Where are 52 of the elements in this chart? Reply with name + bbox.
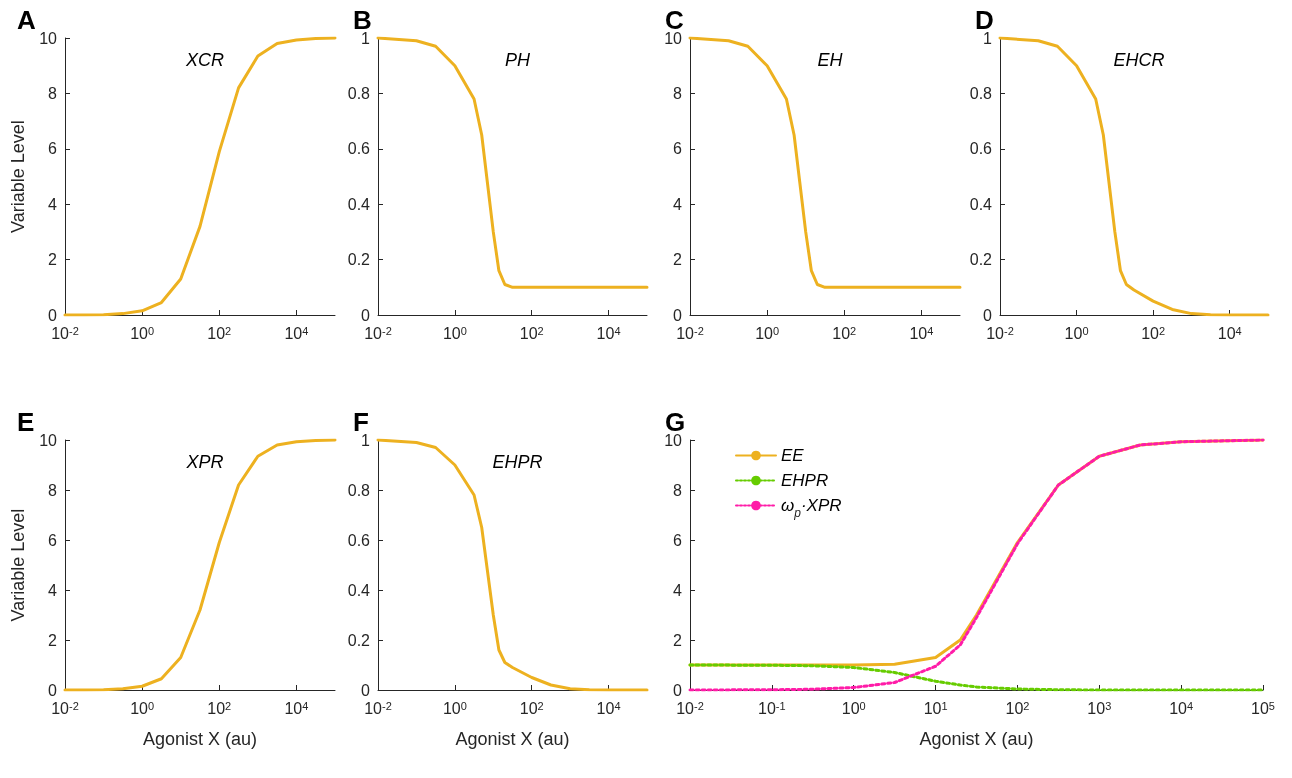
- y-tick-label: 8: [673, 84, 683, 102]
- y-tick-label: 8: [48, 84, 58, 102]
- y-tick-label: 0.8: [347, 481, 371, 499]
- y-tick-label: 0.8: [347, 84, 371, 102]
- y-tick-label: 4: [673, 581, 683, 599]
- x-axis-title: Agonist X (au): [455, 729, 570, 749]
- y-tick-label: 0: [48, 681, 58, 699]
- y-tick-label: 0: [983, 306, 993, 324]
- text: XCR: [184, 50, 225, 70]
- y-tick-label: 0.8: [969, 84, 993, 102]
- y-tick-label: 2: [673, 251, 683, 269]
- y-tick-label: 4: [48, 195, 58, 213]
- y-tick-label: 10: [39, 29, 58, 47]
- y-tick-label: 0: [673, 681, 683, 699]
- y-tick-label: 0.6: [347, 140, 371, 158]
- text: EHPR: [492, 452, 543, 472]
- y-tick-label: 2: [48, 631, 58, 649]
- chart-title: E: [17, 407, 35, 437]
- legend-label: EE: [781, 446, 805, 465]
- y-tick-label: 0: [48, 306, 58, 324]
- y-tick-label: 6: [48, 531, 58, 549]
- y-tick-label: 4: [48, 581, 58, 599]
- y-tick-label: 0.6: [347, 531, 371, 549]
- text: EH: [817, 50, 844, 70]
- y-tick-label: 6: [673, 531, 683, 549]
- y-tick-label: 0: [361, 306, 371, 324]
- y-tick-label: 2: [48, 251, 58, 269]
- x-axis-title: Agonist X (au): [142, 729, 258, 749]
- y-tick-label: 4: [673, 195, 683, 213]
- y-tick-label: 6: [673, 140, 683, 158]
- text: EHCR: [1113, 50, 1165, 70]
- y-tick-label: 0.4: [347, 195, 371, 213]
- y-tick-label: 2: [673, 631, 683, 649]
- y-tick-label: 0: [673, 306, 683, 324]
- y-tick-label: 8: [673, 481, 683, 499]
- y-tick-label: 0.2: [347, 251, 371, 269]
- y-tick-label: 0.4: [347, 581, 371, 599]
- y-tick-label: 0: [361, 681, 371, 699]
- y-tick-label: 0.2: [347, 631, 371, 649]
- y-axis-title: Variable Level: [8, 120, 28, 233]
- y-tick-label: 8: [48, 481, 58, 499]
- chart-title: A: [17, 5, 36, 35]
- text: XPR: [185, 452, 224, 472]
- legend-label: EHPR: [781, 471, 829, 490]
- x-axis-title: Agonist X (au): [919, 729, 1034, 749]
- text: PH: [504, 50, 531, 70]
- y-tick-label: 6: [48, 140, 58, 158]
- y-tick-label: 0.6: [969, 140, 993, 158]
- y-tick-label: 0.2: [969, 251, 993, 269]
- y-tick-label: 10: [39, 431, 58, 449]
- y-tick-label: 0.4: [969, 195, 993, 213]
- y-axis-title: Variable Level: [8, 508, 28, 622]
